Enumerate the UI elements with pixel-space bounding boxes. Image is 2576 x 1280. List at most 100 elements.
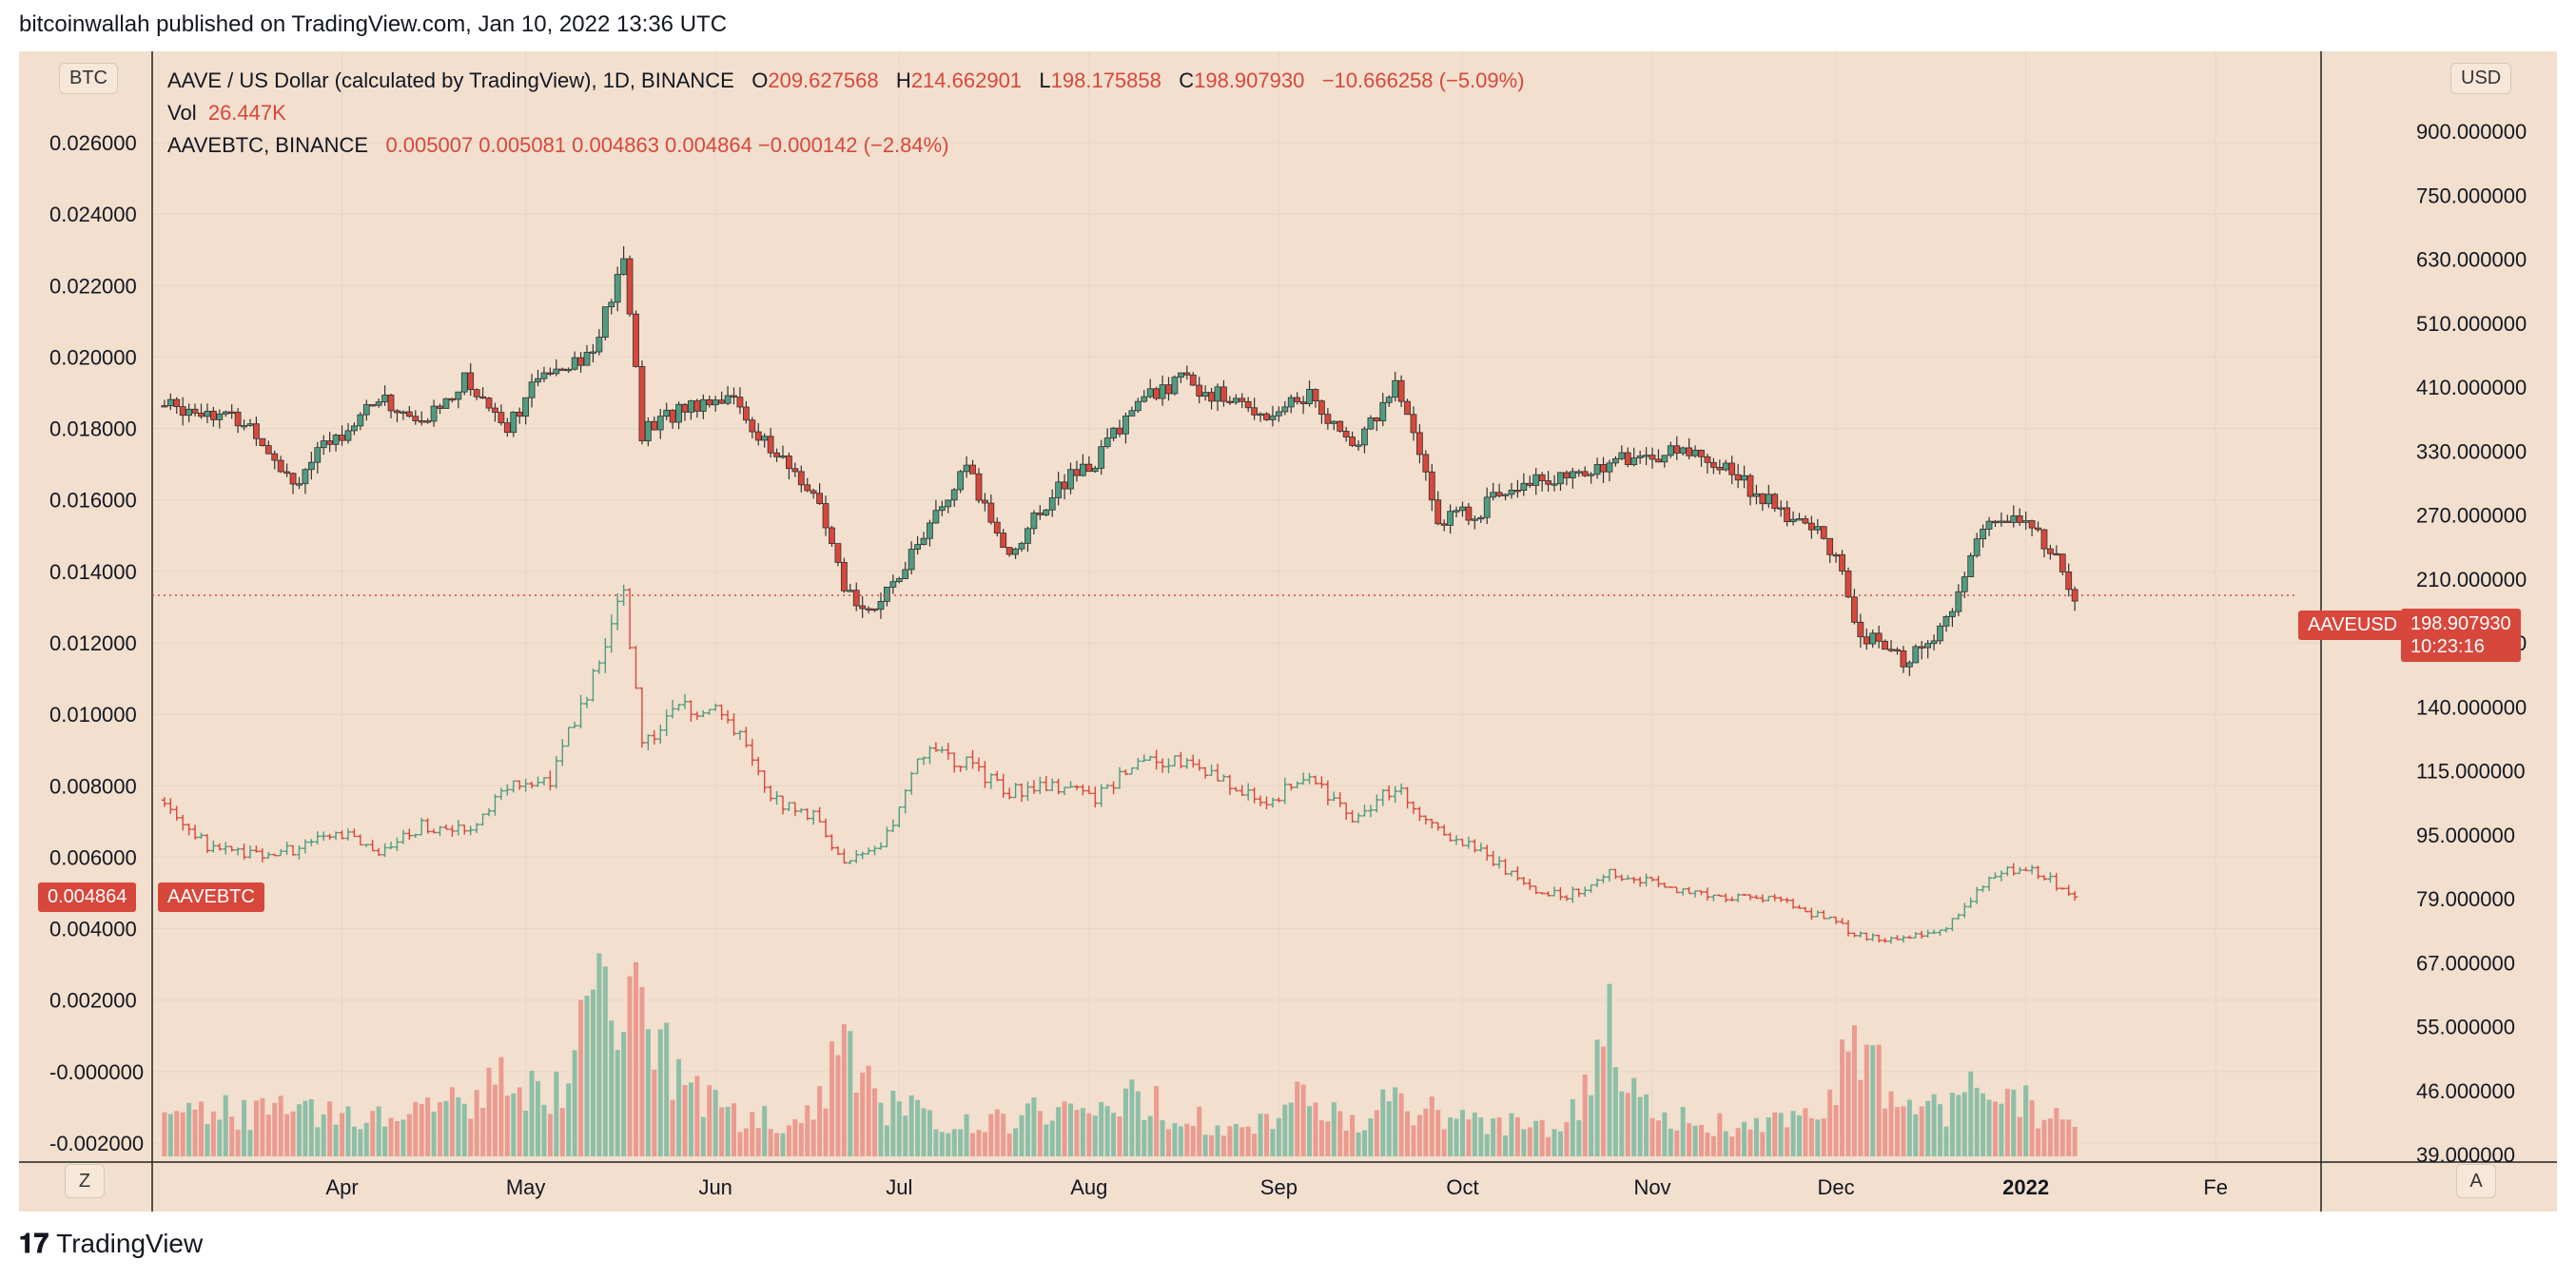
usd-candle-body <box>797 471 805 486</box>
legend-compare-symbol[interactable]: AAVEBTC, BINANCE <box>167 133 369 157</box>
auto-scale-button[interactable]: A <box>2456 1164 2496 1198</box>
volume-bar <box>1785 1127 1790 1156</box>
volume-bar <box>1288 1102 1294 1156</box>
usd-candle-body <box>1551 483 1558 486</box>
volume-bar <box>1307 1106 1313 1156</box>
chart-frame[interactable]: 0.026000 0.024000 0.022000 0.020000 0.018000… <box>19 51 2557 1212</box>
usd-candle-body <box>993 521 1001 534</box>
volume-bar <box>174 1111 180 1156</box>
left-tick-label: 0.014000 <box>49 560 137 584</box>
volume-bar <box>1601 1046 1607 1156</box>
usd-candle-body <box>357 414 364 427</box>
usd-candle-body <box>209 410 217 420</box>
usd-candle-body <box>816 493 824 504</box>
usd-candle-body <box>620 258 628 275</box>
volume-bar <box>406 1114 412 1156</box>
usd-candle-body <box>950 489 958 501</box>
volume-bar <box>1252 1134 1258 1156</box>
left-scale-btc-badge[interactable]: BTC <box>59 63 118 94</box>
volume-bar <box>1815 1119 1821 1156</box>
volume-bar <box>2011 1089 2017 1156</box>
usd-candle-body <box>259 437 266 447</box>
volume-bar <box>1894 1107 1900 1156</box>
usd-candle-body <box>1759 493 1766 505</box>
usd-candle-body <box>1410 414 1417 434</box>
volume-bar <box>798 1122 804 1156</box>
usd-candle-body <box>982 499 988 504</box>
usd-candle-body <box>467 372 475 391</box>
volume-bar <box>419 1103 424 1156</box>
volume-bar <box>1710 1135 1716 1156</box>
usd-candle-body <box>1728 462 1736 475</box>
chart-canvas[interactable]: 0.026000 0.024000 0.022000 0.020000 0.018000… <box>19 51 2557 1212</box>
usd-candle-body <box>2040 529 2048 550</box>
right-tick-label: 630.000000 <box>2416 248 2527 272</box>
usd-candle-body <box>1030 512 1038 530</box>
volume-bar <box>468 1118 474 1156</box>
volume-bar <box>1514 1116 1520 1156</box>
volume-bar <box>1245 1126 1251 1156</box>
usd-candle-body <box>2065 572 2073 591</box>
volume-bar <box>664 1022 670 1156</box>
usd-candle-body <box>1887 649 1895 651</box>
legend-main-symbol[interactable]: AAVE / US Dollar (calculated by TradingV… <box>167 68 734 92</box>
usd-candle-body <box>198 412 205 417</box>
usd-candle-body <box>296 483 302 486</box>
aaveusd-countdown: 10:23:16 <box>2410 636 2485 657</box>
right-tick-label: 900.000000 <box>2416 120 2527 144</box>
usd-candle-body <box>412 416 420 421</box>
usd-candle-body <box>1098 446 1105 469</box>
usd-candle-body <box>1471 518 1478 521</box>
volume-bar <box>1282 1104 1288 1156</box>
usd-candle-body <box>1894 649 1901 651</box>
volume-bar <box>1594 1039 1600 1156</box>
usd-candle-body <box>222 411 229 415</box>
volume-bar <box>382 1126 388 1156</box>
usd-candle-body <box>1490 492 1497 498</box>
volume-bar <box>242 1099 247 1156</box>
volume-bar <box>1570 1098 1575 1156</box>
volume-bar <box>1760 1132 1766 1156</box>
usd-candle-body <box>1073 469 1081 476</box>
left-tick-label: 0.022000 <box>49 274 137 298</box>
volume-bar <box>1031 1097 1037 1156</box>
volume-bar <box>810 1119 816 1156</box>
volume-bar <box>351 1126 357 1156</box>
usd-candle-body <box>1611 457 1619 464</box>
usd-candle-body <box>369 404 377 407</box>
usd-candle-body <box>1593 464 1601 475</box>
volume-bar <box>1318 1120 1324 1156</box>
volume-bar <box>1099 1101 1104 1156</box>
volume-bar <box>1870 1045 1876 1156</box>
month-label: Jun <box>698 1175 732 1199</box>
usd-candle-body <box>1103 437 1111 448</box>
volume-bar <box>609 1020 615 1156</box>
volume-bar <box>700 1116 706 1156</box>
volume-bar <box>1172 1123 1178 1156</box>
zoom-reset-button[interactable]: Z <box>65 1164 105 1198</box>
usd-candle-body <box>927 522 933 539</box>
legend-close: 198.907930 <box>1194 68 1305 92</box>
usd-candle-body <box>1061 481 1068 490</box>
usd-candle-body <box>1116 427 1123 435</box>
usd-candle-body <box>736 397 744 408</box>
left-tick-label: 0.024000 <box>49 203 137 226</box>
volume-bar <box>1827 1089 1833 1156</box>
legend-vol-label[interactable]: Vol <box>167 101 197 125</box>
volume-bar <box>1974 1087 1980 1156</box>
usd-candle-body <box>1342 430 1350 437</box>
tradingview-logo[interactable]: 𝟏𝟕 TradingView <box>19 1229 203 1260</box>
volume-bar <box>1393 1087 1398 1156</box>
usd-candle-body <box>1055 481 1063 498</box>
volume-bar <box>1717 1113 1723 1156</box>
usd-candle-body <box>1269 415 1277 420</box>
volume-bar <box>1270 1129 1276 1156</box>
right-scale-usd-badge[interactable]: USD <box>2450 63 2512 94</box>
usd-candle-body <box>246 423 254 426</box>
legend-vol-row: Vol 26.447K <box>167 97 1525 129</box>
usd-candle-body <box>387 394 395 412</box>
usd-candle-body <box>749 419 756 433</box>
publisher-line: bitcoinwallah published on TradingView.c… <box>19 11 728 37</box>
usd-candle-body <box>2071 589 2078 602</box>
month-label: Oct <box>1446 1175 1478 1199</box>
